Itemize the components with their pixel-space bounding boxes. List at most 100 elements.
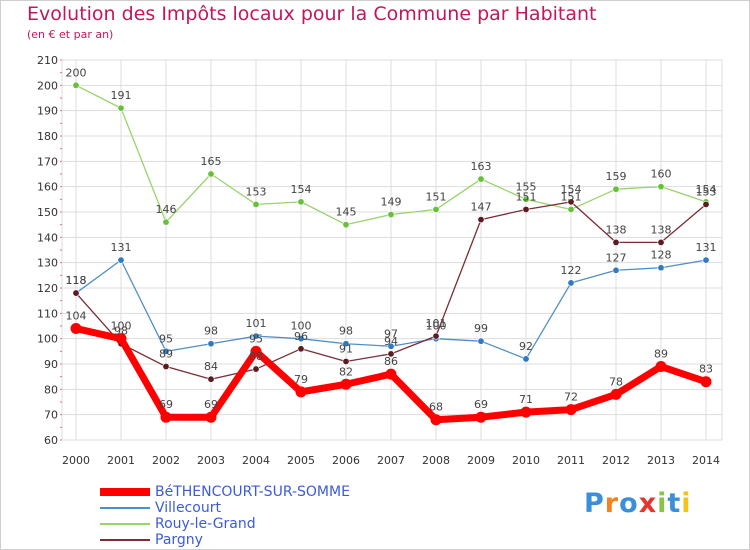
data-label-villecourt: 97 xyxy=(384,327,398,340)
data-label-villecourt: 100 xyxy=(291,320,312,333)
data-point-b-thencourt-sur-somme xyxy=(205,411,217,423)
y-tick-label: 160 xyxy=(37,181,58,194)
y-tick-label: 100 xyxy=(37,333,58,346)
y-tick-label: 60 xyxy=(44,434,58,447)
x-tick-label: 2005 xyxy=(287,454,315,467)
data-point-b-thencourt-sur-somme xyxy=(160,411,172,423)
x-tick-label: 2001 xyxy=(107,454,135,467)
data-label-villecourt: 92 xyxy=(519,340,533,353)
data-point-rouy-le-grand xyxy=(477,175,485,183)
data-label-rouy-le-grand: 159 xyxy=(606,170,627,183)
data-label-villecourt: 95 xyxy=(159,332,173,345)
data-label-pargny: 138 xyxy=(606,223,627,236)
data-point-b-thencourt-sur-somme xyxy=(565,404,577,416)
data-label-villecourt: 100 xyxy=(426,320,447,333)
x-tick-label: 2014 xyxy=(692,454,720,467)
data-label-rouy-le-grand: 165 xyxy=(201,155,222,168)
data-point-pargny xyxy=(657,238,665,246)
x-tick-label: 2007 xyxy=(377,454,405,467)
data-point-b-thencourt-sur-somme xyxy=(385,368,397,380)
data-point-villecourt xyxy=(522,355,530,363)
data-label-pargny: 151 xyxy=(516,190,537,203)
data-point-villecourt xyxy=(702,256,710,264)
data-label-rouy-le-grand: 151 xyxy=(561,190,582,203)
data-point-pargny xyxy=(72,289,80,297)
data-point-b-thencourt-sur-somme xyxy=(295,386,307,398)
data-label-pargny: 96 xyxy=(294,330,308,343)
data-point-villecourt xyxy=(117,256,125,264)
data-label-villecourt: 131 xyxy=(696,241,717,254)
data-label-b-thencourt-sur-somme: 82 xyxy=(339,365,353,378)
data-point-rouy-le-grand xyxy=(252,200,260,208)
data-point-b-thencourt-sur-somme xyxy=(475,411,487,423)
logo-letter: o xyxy=(619,488,639,519)
chart-subtitle: (en € et par an) xyxy=(27,28,114,41)
y-tick-label: 90 xyxy=(44,358,58,371)
x-tick-label: 2011 xyxy=(557,454,585,467)
data-label-pargny: 118 xyxy=(66,274,87,287)
data-label-villecourt: 131 xyxy=(111,241,132,254)
data-label-villecourt: 101 xyxy=(246,317,267,330)
data-point-b-thencourt-sur-somme xyxy=(115,333,127,345)
data-point-pargny xyxy=(477,216,485,224)
x-tick-label: 2000 xyxy=(62,454,90,467)
y-tick-label: 110 xyxy=(37,307,58,320)
x-tick-label: 2012 xyxy=(602,454,630,467)
data-label-rouy-le-grand: 155 xyxy=(516,180,537,193)
legend-swatch xyxy=(100,507,150,509)
logo-letter: t xyxy=(667,488,682,519)
data-point-b-thencourt-sur-somme xyxy=(700,376,712,388)
y-tick-label: 140 xyxy=(37,231,58,244)
data-point-pargny xyxy=(522,205,530,213)
data-label-pargny: 84 xyxy=(204,360,218,373)
data-label-b-thencourt-sur-somme: 69 xyxy=(159,398,173,411)
logo-letter: P xyxy=(584,488,605,519)
data-label-b-thencourt-sur-somme: 83 xyxy=(699,363,713,376)
plot-area xyxy=(61,59,723,441)
data-point-rouy-le-grand xyxy=(387,211,395,219)
data-point-pargny xyxy=(387,350,395,358)
data-point-rouy-le-grand xyxy=(342,221,350,229)
logo-letter: r xyxy=(604,488,620,519)
data-point-pargny xyxy=(432,332,440,340)
logo-letter: x xyxy=(638,488,658,519)
data-point-pargny xyxy=(297,345,305,353)
data-point-b-thencourt-sur-somme xyxy=(520,406,532,418)
data-label-rouy-le-grand: 154 xyxy=(291,183,312,196)
data-label-b-thencourt-sur-somme: 100 xyxy=(111,320,132,333)
y-tick-label: 210 xyxy=(37,54,58,67)
data-point-b-thencourt-sur-somme xyxy=(340,378,352,390)
y-tick-label: 170 xyxy=(37,155,58,168)
legend-label: Rouy-le-Grand xyxy=(155,516,256,532)
data-label-b-thencourt-sur-somme: 68 xyxy=(429,401,443,414)
legend-swatch xyxy=(100,488,150,496)
data-point-rouy-le-grand xyxy=(72,81,80,89)
data-point-rouy-le-grand xyxy=(207,170,215,178)
data-point-villecourt xyxy=(297,335,305,343)
data-point-pargny xyxy=(342,357,350,365)
data-label-rouy-le-grand: 153 xyxy=(246,185,267,198)
logo-letter: i xyxy=(657,488,668,519)
data-point-villecourt xyxy=(657,264,665,272)
data-label-rouy-le-grand: 145 xyxy=(336,206,357,219)
data-point-rouy-le-grand xyxy=(657,183,665,191)
data-point-rouy-le-grand xyxy=(432,205,440,213)
y-tick-label: 190 xyxy=(37,105,58,118)
x-tick-label: 2009 xyxy=(467,454,495,467)
data-label-pargny: 153 xyxy=(696,185,717,198)
data-label-b-thencourt-sur-somme: 69 xyxy=(474,398,488,411)
x-tick-label: 2008 xyxy=(422,454,450,467)
x-tick-label: 2002 xyxy=(152,454,180,467)
data-label-pargny: 94 xyxy=(384,335,398,348)
x-tick-label: 2003 xyxy=(197,454,225,467)
data-point-villecourt xyxy=(567,279,575,287)
data-label-b-thencourt-sur-somme: 72 xyxy=(564,391,578,404)
data-point-pargny xyxy=(567,198,575,206)
data-point-pargny xyxy=(702,200,710,208)
data-point-rouy-le-grand xyxy=(567,205,575,213)
data-label-b-thencourt-sur-somme: 69 xyxy=(204,398,218,411)
proxiti-logo: Proxiti xyxy=(584,488,692,519)
grid-layer xyxy=(61,59,723,441)
y-tick-label: 120 xyxy=(37,282,58,295)
